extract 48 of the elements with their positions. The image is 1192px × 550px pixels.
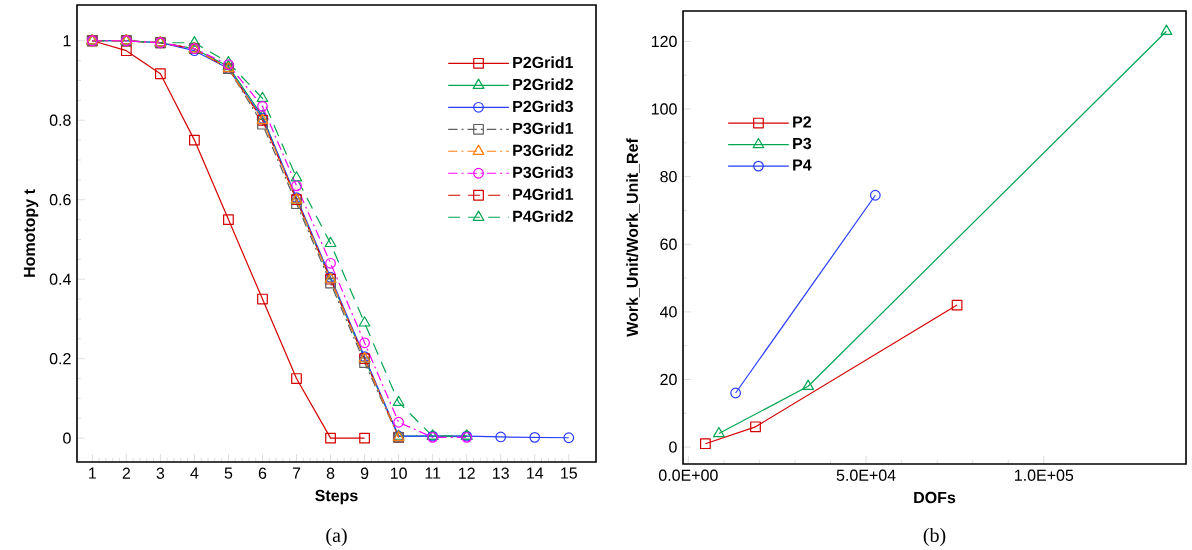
x-tick-label: 15 [561,467,577,479]
legend-label: P2Grid3 [513,100,573,113]
text: (b) [923,527,946,547]
legend-label: P3Grid3 [513,166,573,179]
x-tick-label: 5.0E+04 [836,469,896,481]
legend-label: P3Grid1 [513,122,574,135]
x-tick-label: 1.0E+05 [1015,469,1074,481]
y-tick-label: 1 [63,35,71,47]
y-tick-label: 120 [651,35,677,48]
y-tick-label: 0.4 [49,273,71,285]
y-tick-label: 80 [660,170,677,183]
x-tick-label: 3 [156,467,165,479]
x-tick-label: 8 [326,467,335,479]
x-tick-label: 1 [89,467,96,479]
y-tick-label: 100 [651,103,677,115]
y-axis-title: Work_Unit/Work_Unit_Ref [626,138,640,337]
y-axis-title: Homotopy t [23,189,39,277]
legend-label: P2Grid2 [513,78,573,91]
x-tick-label: 7 [292,467,301,479]
x-tick-label: 5 [224,467,233,479]
text: (a) [326,527,347,547]
y-tick-label: 20 [660,373,677,386]
y-tick-label: 40 [659,306,677,318]
x-tick-label: 6 [258,467,267,479]
legend-label: P3Grid2 [513,144,573,157]
x-tick-label: 4 [190,467,199,479]
x-tick-label: 11 [425,467,441,479]
y-tick-label: 0.8 [49,114,71,126]
x-tick-label: 12 [459,467,475,479]
legend-label: P3 [793,137,812,150]
x-axis-title: Steps [315,489,358,505]
y-tick-label: 0.6 [49,194,71,206]
y-tick-label: 0 [669,441,677,453]
y-tick-label: 0.2 [49,353,71,365]
x-tick-label: 13 [493,467,509,479]
y-tick-label: 60 [660,238,677,250]
legend-label: P4 [793,159,812,171]
x-tick-label: 9 [360,467,369,479]
legend-label: P2Grid1 [513,56,574,69]
x-tick-label: 2 [122,467,130,479]
x-tick-label: 14 [527,467,544,479]
x-axis-title: DOFs [914,491,956,504]
x-tick-label: 10 [390,467,407,479]
x-tick-label: 0.0E+00 [658,469,718,481]
legend-label: P4Grid1 [513,188,574,200]
legend-label: P2 [793,116,812,128]
legend-label: P4Grid2 [513,210,573,222]
y-tick-label: 0 [63,432,71,444]
